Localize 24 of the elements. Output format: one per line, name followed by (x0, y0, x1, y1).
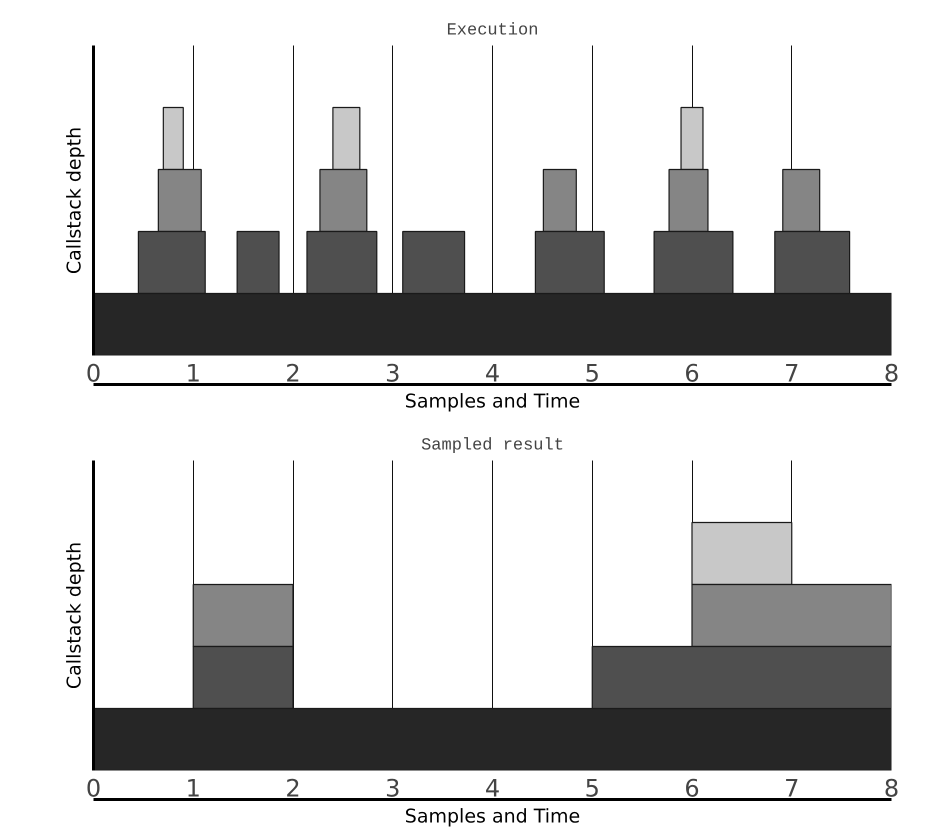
x-tick-label: 2 (285, 360, 301, 388)
x-tick-label: 3 (385, 774, 400, 802)
y-axis-title: Callstack depth (64, 126, 86, 274)
x-axis-title: Samples and Time (404, 390, 580, 412)
x-tick-label: 0 (86, 360, 102, 388)
x-tick-label: 0 (86, 774, 102, 802)
x-tick-label: 6 (684, 360, 700, 388)
x-tick-label: 6 (684, 774, 700, 802)
x-tick-label: 3 (385, 360, 400, 388)
x-tick-label: 5 (584, 774, 600, 802)
y-axis-title: Callstack depth (64, 542, 86, 690)
x-tick-label: 7 (784, 774, 800, 802)
x-tick-label: 8 (884, 360, 900, 388)
x-tick-label: 4 (484, 774, 500, 802)
x-tick-label: 1 (186, 360, 201, 388)
x-tick-label: 2 (285, 774, 301, 802)
x-tick-label: 5 (584, 360, 600, 388)
x-axis-title: Samples and Time (404, 806, 580, 828)
x-tick-label: 4 (484, 360, 500, 388)
x-tick-label: 7 (784, 360, 800, 388)
chart-title: Sampled result (421, 436, 564, 456)
chart-title: Execution (446, 22, 538, 40)
x-tick-label: 8 (884, 774, 900, 802)
x-tick-label: 1 (186, 774, 201, 802)
